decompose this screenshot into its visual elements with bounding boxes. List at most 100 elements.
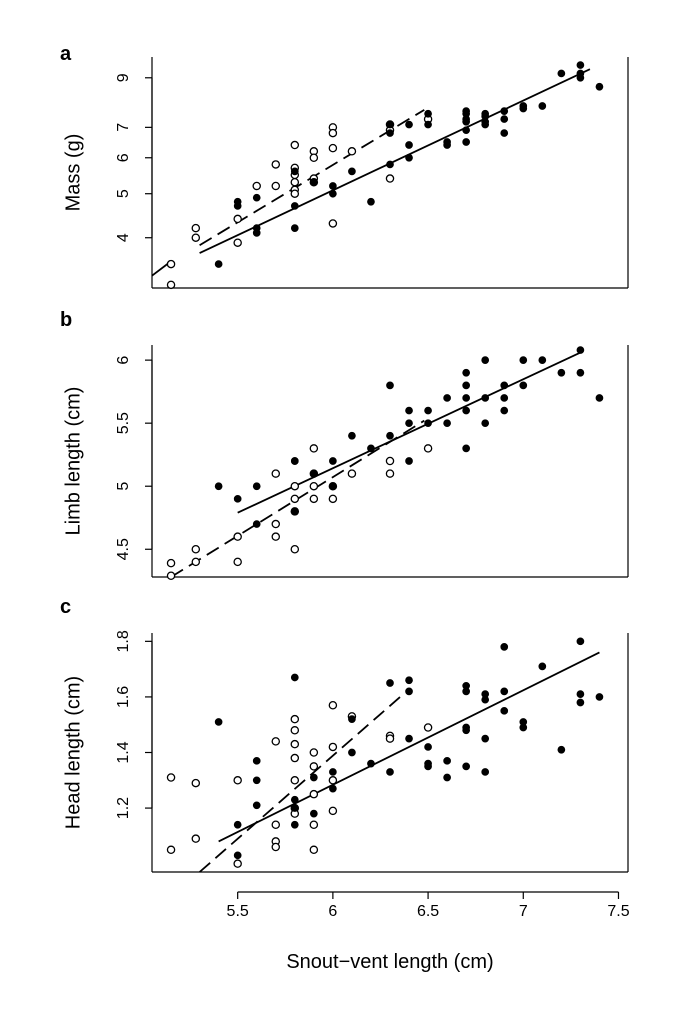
filled-point	[252, 482, 261, 491]
filled-point	[290, 820, 299, 829]
filled-point	[214, 718, 223, 726]
filled-point	[386, 120, 394, 129]
panel-a-fit-line-solid	[199, 68, 591, 254]
filled-point	[500, 643, 509, 651]
open-point	[166, 558, 176, 568]
filled-point	[252, 776, 261, 785]
open-point	[191, 233, 201, 242]
x-tick-label: 5.5	[227, 903, 249, 920]
open-point	[328, 806, 338, 816]
open-point	[347, 147, 357, 156]
filled-point	[500, 706, 509, 715]
filled-point	[214, 482, 223, 491]
filled-point	[462, 368, 471, 377]
filled-point	[252, 229, 261, 237]
open-point	[290, 776, 300, 785]
filled-point	[405, 734, 413, 743]
open-point	[328, 742, 338, 752]
open-point	[233, 238, 242, 247]
open-point	[385, 174, 395, 183]
filled-point	[500, 381, 509, 390]
filled-point	[481, 394, 490, 402]
panel-b-y-tick-label: 6	[115, 356, 132, 365]
panel-b-y-tick-label: 5.5	[115, 412, 132, 434]
open-point	[166, 259, 176, 269]
open-point	[290, 481, 300, 491]
filled-point	[348, 715, 356, 724]
filled-point	[519, 381, 528, 390]
open-point	[166, 571, 176, 580]
filled-point	[576, 690, 585, 698]
filled-point	[233, 494, 242, 503]
panel-a-y-tick-label: 4	[115, 233, 132, 242]
panel-c-y-tick-label: 1.8	[115, 630, 132, 652]
open-point	[309, 762, 319, 771]
filled-point	[405, 120, 413, 129]
filled-point	[405, 676, 413, 685]
open-point	[385, 456, 395, 466]
open-point	[290, 177, 300, 187]
filled-point	[309, 809, 318, 818]
filled-point	[500, 406, 509, 415]
filled-point	[290, 167, 299, 176]
filled-point	[405, 419, 413, 428]
filled-point	[290, 804, 299, 812]
panel-b-y-tick-label: 4.5	[115, 538, 132, 560]
open-point	[191, 545, 201, 554]
open-point	[233, 859, 242, 868]
filled-point	[557, 745, 566, 754]
filled-point	[462, 726, 471, 735]
filled-point	[595, 693, 604, 701]
open-point	[328, 219, 338, 228]
open-point	[271, 532, 281, 541]
filled-point	[462, 444, 471, 453]
filled-point	[595, 394, 604, 402]
open-point	[290, 140, 300, 150]
filled-point	[519, 723, 528, 732]
panel-a-letter: a	[60, 43, 72, 65]
x-tick-label: 7.5	[607, 903, 629, 920]
open-point	[290, 753, 300, 763]
filled-point	[557, 69, 566, 78]
filled-point	[386, 381, 394, 390]
panel-c-y-tick-label: 1.6	[115, 686, 132, 708]
open-point	[191, 834, 201, 843]
panel-b-letter: b	[60, 309, 72, 331]
panel-a-y-axis-title: Mass (g)	[62, 134, 84, 212]
filled-point	[309, 773, 318, 782]
filled-point	[443, 419, 451, 428]
open-point	[233, 776, 242, 785]
filled-point	[424, 743, 432, 751]
panel-a-y-tick-label: 9	[115, 73, 132, 82]
filled-point	[405, 687, 413, 696]
filled-point	[309, 178, 318, 187]
filled-point	[538, 102, 547, 110]
filled-point	[290, 507, 299, 516]
open-point	[271, 737, 281, 746]
open-point	[191, 778, 201, 788]
filled-point	[329, 182, 337, 190]
filled-point	[233, 820, 242, 829]
x-tick-label: 6	[328, 903, 337, 920]
filled-point	[519, 104, 528, 113]
panel-b-fit-line-solid	[237, 351, 581, 514]
open-point	[166, 280, 176, 290]
filled-point	[443, 394, 451, 402]
filled-point	[329, 784, 337, 793]
filled-point	[462, 117, 471, 126]
filled-point	[481, 768, 490, 776]
filled-point	[557, 368, 566, 377]
filled-point	[481, 734, 490, 743]
open-point	[309, 153, 319, 163]
x-axis-title: Snout−vent length (cm)	[286, 951, 493, 973]
filled-point	[329, 482, 337, 491]
filled-point	[309, 469, 318, 478]
filled-point	[367, 444, 375, 453]
open-point	[271, 160, 281, 169]
filled-point	[386, 679, 394, 687]
filled-point	[367, 759, 375, 768]
open-point	[271, 519, 281, 529]
panel-c-y-axis-title: Head length (cm)	[62, 676, 84, 829]
filled-point	[576, 368, 585, 377]
